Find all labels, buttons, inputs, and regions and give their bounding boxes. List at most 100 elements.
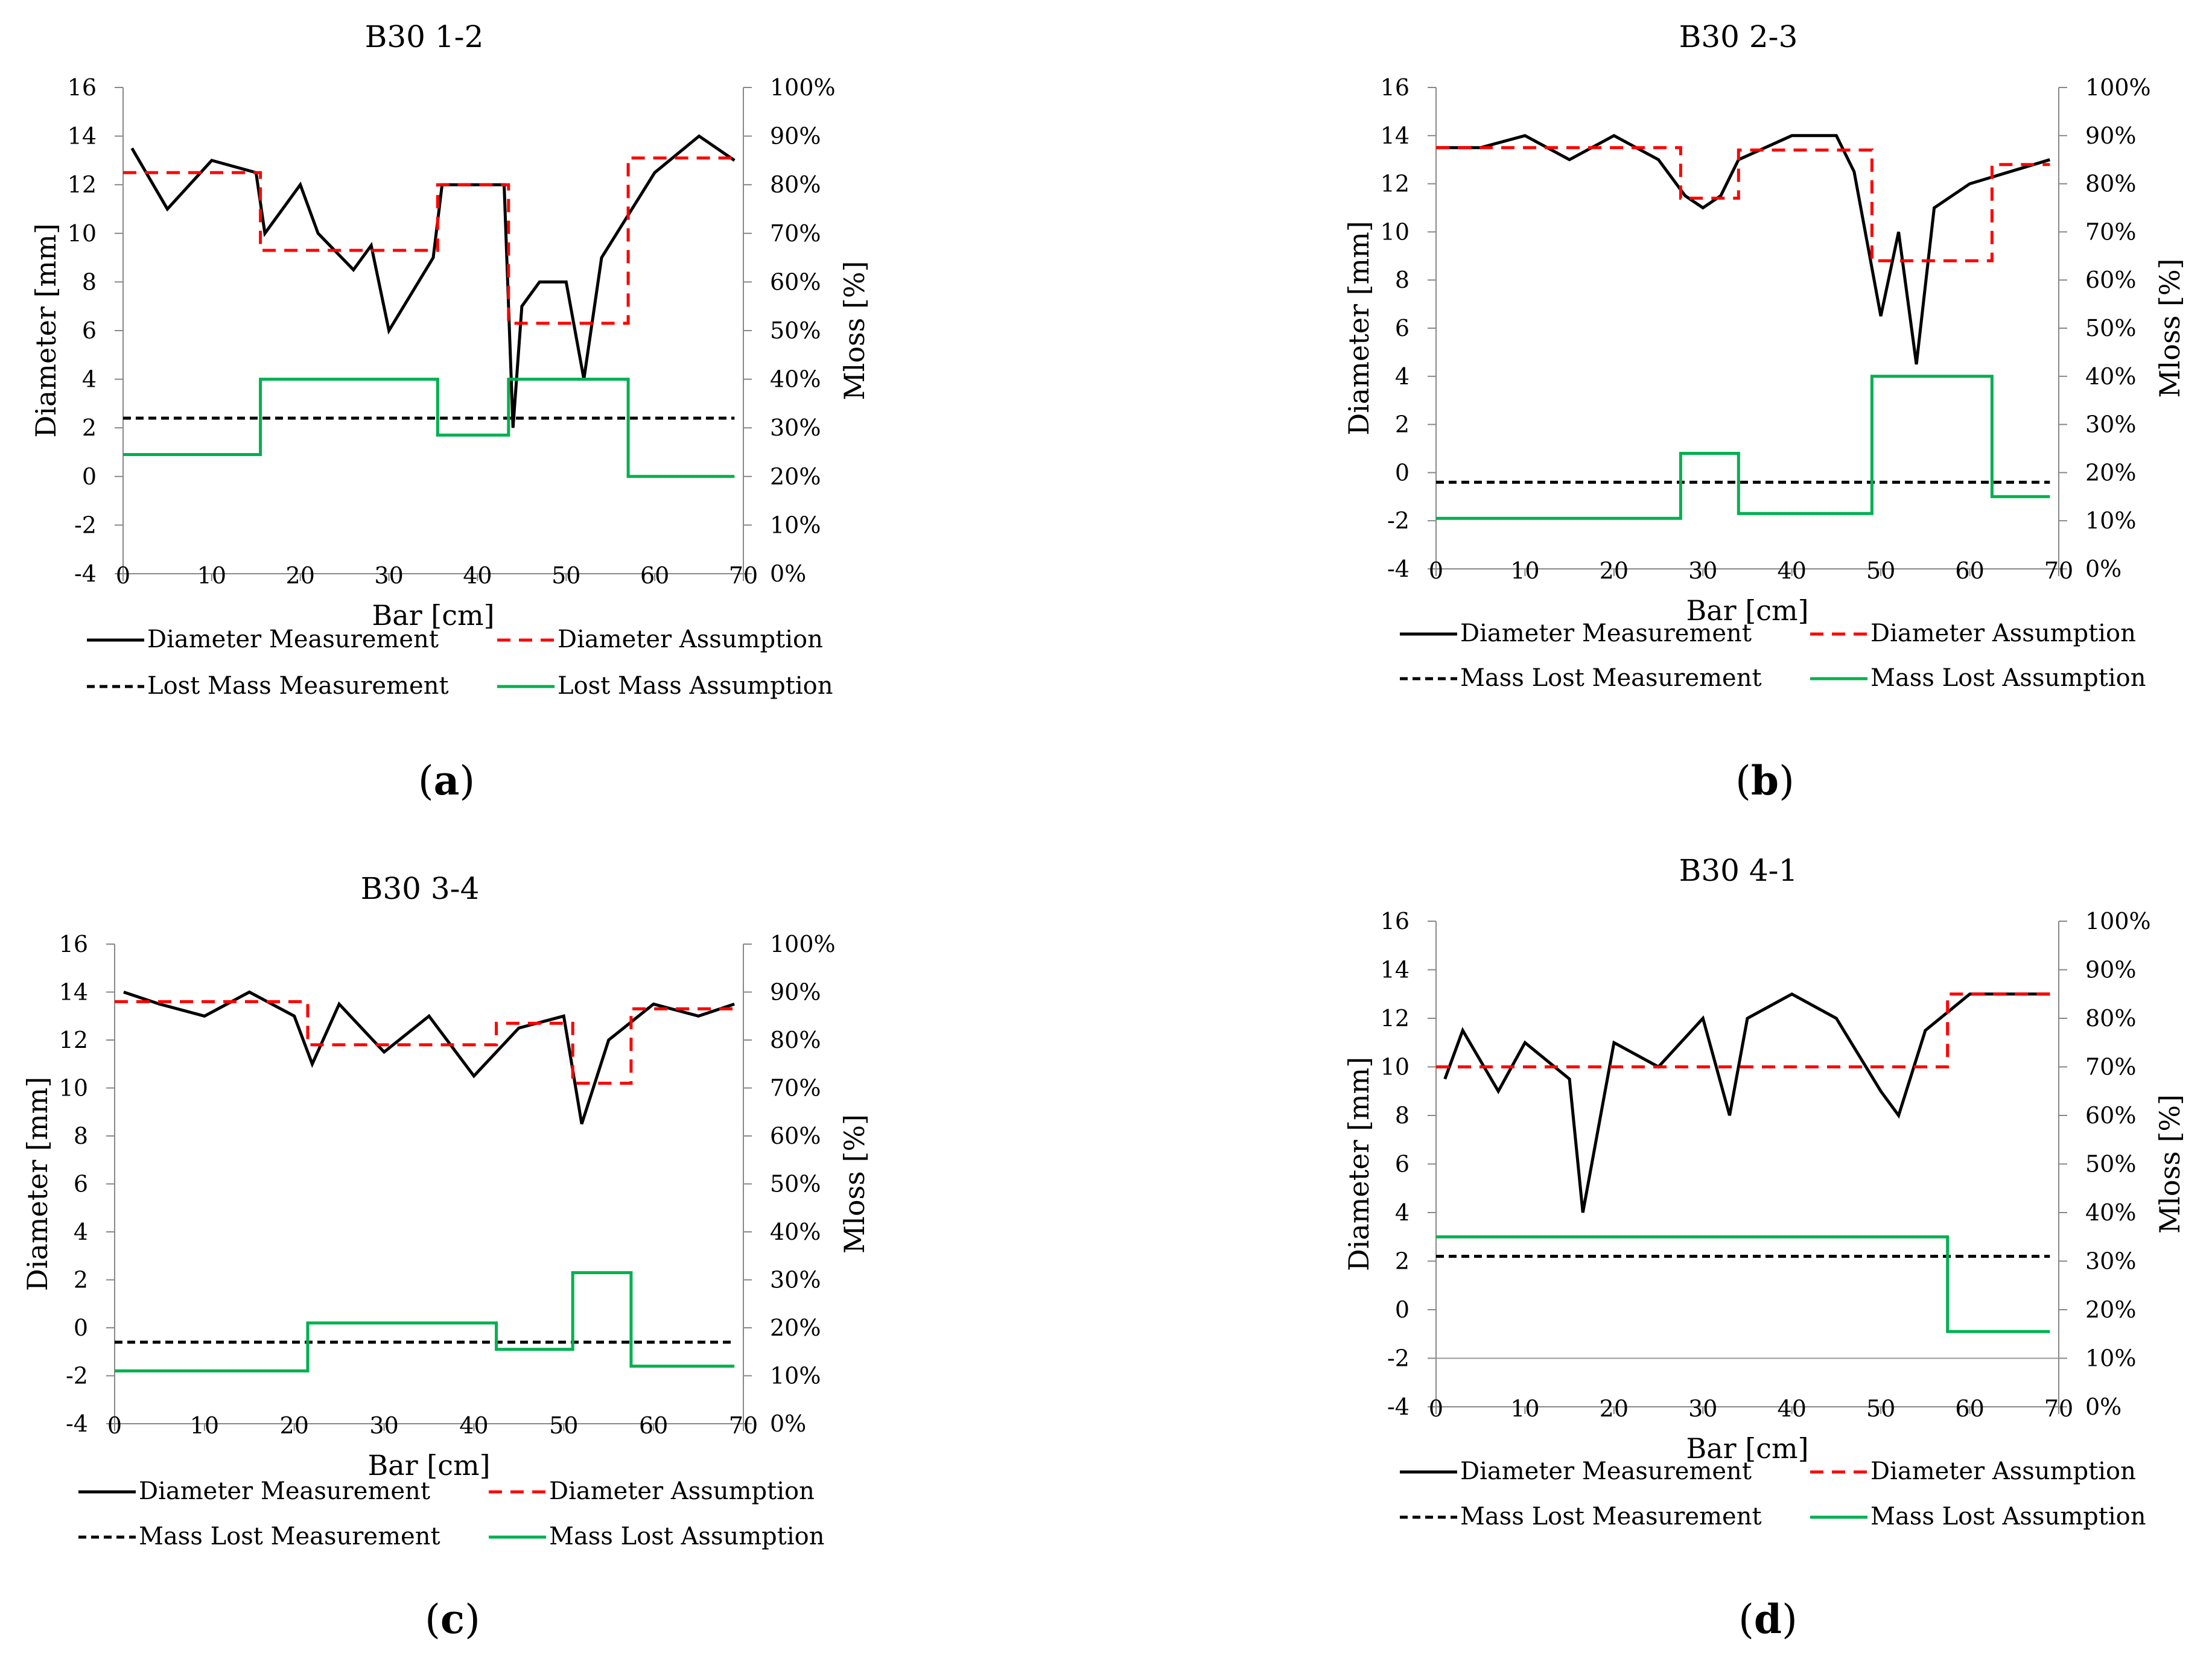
y2-tick-label: 70% <box>770 220 821 247</box>
series-line-diameter-measurement <box>123 990 735 1124</box>
y2-tick-label: 80% <box>2085 1005 2136 1032</box>
legend-label: Diameter Measurement <box>139 1477 430 1505</box>
y2-axis-label: Mloss [%] <box>838 1114 871 1254</box>
x-tick-label: 70 <box>2044 1395 2073 1422</box>
y-tick-label: -2 <box>1387 507 1410 534</box>
x-tick-label: 10 <box>197 562 226 589</box>
y2-tick-label: 100% <box>770 931 836 957</box>
x-tick-label: 30 <box>374 562 403 589</box>
legend-label: Diameter Assumption <box>1870 620 2136 647</box>
legend-label: Mass Lost Measurement <box>139 1523 440 1550</box>
y-tick-label: 6 <box>1395 1151 1410 1178</box>
legend-label: Diameter Assumption <box>549 1477 815 1505</box>
x-axis-label: Bar [cm] <box>372 599 494 632</box>
y2-tick-label: 10% <box>770 512 821 538</box>
y2-tick-label: 90% <box>2085 122 2136 149</box>
y-tick-label: 8 <box>82 268 97 295</box>
x-tick-label: 10 <box>1510 1395 1539 1422</box>
x-tick-label: 0 <box>107 1412 122 1439</box>
x-tick-label: 70 <box>2044 557 2073 584</box>
y2-tick-label: 90% <box>770 123 821 150</box>
y2-tick-label: 70% <box>770 1075 821 1102</box>
x-tick-label: 60 <box>1955 1395 1984 1422</box>
x-tick-label: 40 <box>1778 557 1807 584</box>
legend-label: Diameter Measurement <box>1460 620 1752 647</box>
x-tick-label: 10 <box>190 1412 219 1439</box>
series-line-mass-lost-assumption <box>1436 375 2050 520</box>
y2-tick-label: 40% <box>770 366 821 393</box>
legend-label: Mass Lost Assumption <box>1870 664 2146 692</box>
y2-tick-label: 40% <box>770 1219 821 1245</box>
y-tick-label: -2 <box>1387 1345 1410 1372</box>
x-tick-label: 40 <box>1778 1395 1807 1422</box>
series-line-diameter-assumption <box>115 1000 735 1085</box>
y-tick-label: 16 <box>1381 74 1410 101</box>
series-line-mass-lost-assumption <box>1436 1235 2050 1333</box>
y-tick-label: -4 <box>74 560 97 587</box>
x-tick-label: 60 <box>639 1412 668 1439</box>
y2-tick-label: 20% <box>2085 459 2136 486</box>
series-line-diameter-measurement <box>1436 133 2051 365</box>
chart-title: B30 2-3 <box>1679 19 1798 54</box>
caption-d: (d) <box>1738 1596 1797 1643</box>
y-tick-label: 4 <box>1395 1199 1410 1226</box>
y-tick-label: 0 <box>82 463 97 490</box>
x-tick-label: 30 <box>369 1412 398 1439</box>
y2-tick-label: 30% <box>770 414 821 441</box>
y2-axis-label: Mloss [%] <box>2153 259 2186 398</box>
y2-tick-label: 60% <box>770 268 821 295</box>
series-line-lost-mass-assumption <box>123 378 735 478</box>
y-tick-label: 0 <box>74 1315 88 1341</box>
x-tick-label: 70 <box>729 1412 758 1439</box>
y-tick-label: 2 <box>74 1267 88 1293</box>
y2-tick-label: 20% <box>770 1315 821 1341</box>
y2-tick-label: 0% <box>770 560 806 587</box>
y-tick-label: 8 <box>1395 1102 1410 1129</box>
chart-panel-d: B30 4-1 -4 -2 0 2 4 6 8 10 12 14 16 0% 10% 20% 30% 40% 50… <box>1315 839 2212 1593</box>
chart-panel-c: B30 3-4 -4 -2 0 2 4 6 8 10 12 14 16 0% 10% 20% 30% 40% 50… <box>0 851 905 1605</box>
y-tick-label: 4 <box>82 366 97 393</box>
y2-tick-label: 10% <box>2085 1345 2136 1372</box>
chart-panel-b: B30 2-3 -4 -2 0 2 4 6 8 10 12 14 16 0% 10% 20% 30% 40% 50… <box>1315 0 2212 745</box>
y-tick-label: -4 <box>1387 1394 1410 1420</box>
y-axis-label: Diameter [mm] <box>30 223 62 437</box>
y2-tick-label: 60% <box>770 1123 821 1149</box>
chart-svg-b: B30 2-3 -4 -2 0 2 4 6 8 10 12 14 16 0% 10% 20% 30% 40% 50… <box>1343 19 2186 692</box>
y-tick-label: 14 <box>59 979 88 1006</box>
y-tick-label: -4 <box>1387 556 1410 582</box>
series-line-diameter-measurement <box>130 134 736 428</box>
y-tick-label: 16 <box>59 931 88 957</box>
series-line-diameter-assumption <box>1436 146 2050 262</box>
x-tick-label: 70 <box>729 562 758 589</box>
y2-tick-label: 50% <box>770 317 821 344</box>
y-tick-label: 14 <box>68 123 97 150</box>
y-tick-label: 6 <box>74 1171 88 1197</box>
legend-label: Mass Lost Assumption <box>1870 1503 2146 1530</box>
y-tick-label: 12 <box>1381 1005 1410 1032</box>
legend-label: Diameter Assumption <box>558 626 823 653</box>
legend-label: Lost Mass Measurement <box>147 672 449 700</box>
y-tick-label: 14 <box>1381 957 1410 983</box>
x-tick-label: 40 <box>459 1412 488 1439</box>
x-tick-label: 30 <box>1688 557 1717 584</box>
series-line-mass-lost-assumption <box>115 1271 735 1372</box>
y-tick-label: 6 <box>82 317 97 344</box>
y-tick-label: 16 <box>1381 908 1410 934</box>
y2-tick-label: 10% <box>2085 507 2136 534</box>
series-line-diameter-assumption <box>123 156 735 325</box>
x-axis-label: Bar [cm] <box>1686 1432 1808 1465</box>
caption-c: (c) <box>425 1596 480 1643</box>
y-tick-label: 2 <box>1395 1248 1410 1275</box>
y2-tick-label: 90% <box>770 979 821 1006</box>
y-tick-label: 10 <box>1381 1054 1410 1080</box>
x-tick-label: 60 <box>640 562 669 589</box>
y-tick-label: 16 <box>68 74 97 101</box>
y2-tick-label: 70% <box>2085 218 2136 245</box>
x-tick-label: 0 <box>116 562 130 589</box>
series-line-diameter-measurement <box>1443 992 2050 1213</box>
y-tick-label: -4 <box>66 1410 88 1437</box>
y-tick-label: -2 <box>74 512 97 538</box>
x-tick-label: 50 <box>549 1412 578 1439</box>
y2-axis-label: Mloss [%] <box>2153 1094 2186 1234</box>
y2-tick-label: 80% <box>2085 171 2136 197</box>
